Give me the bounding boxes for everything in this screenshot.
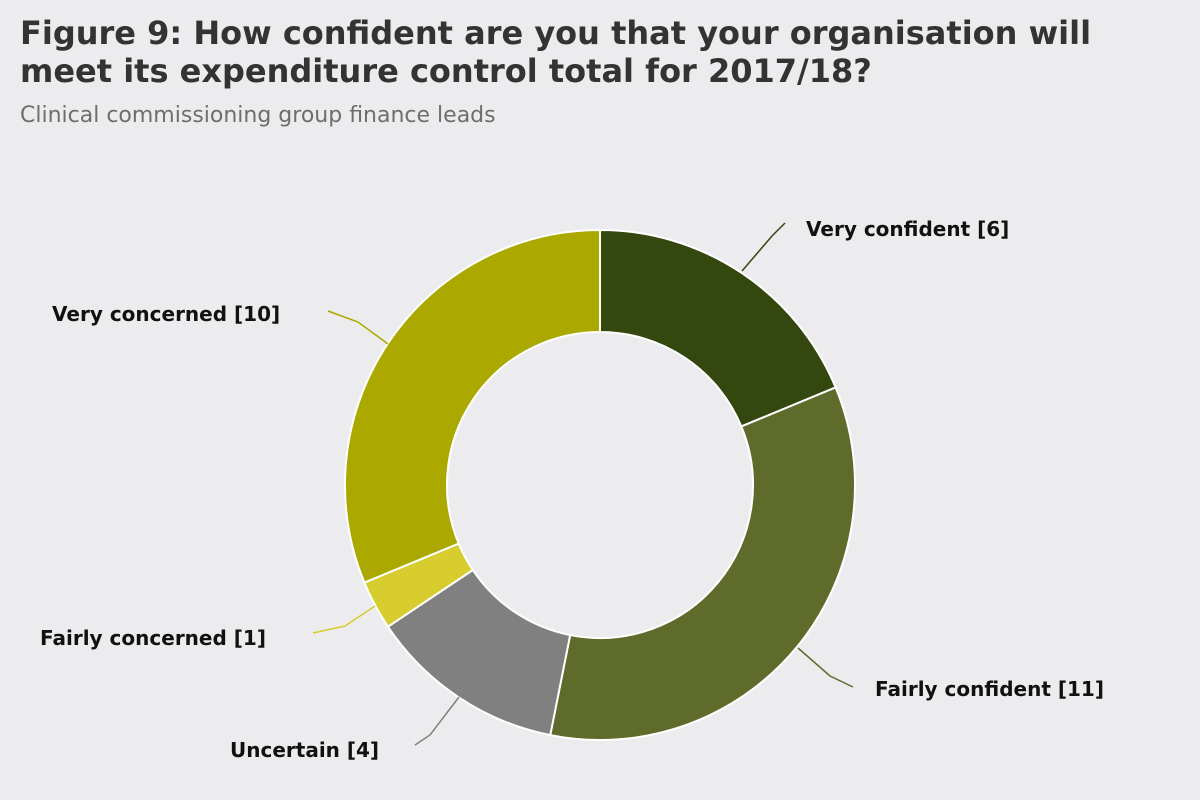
leader-line-fairly-concerned: [312, 605, 376, 634]
data-label-fairly-confident: Fairly confident [11]: [875, 677, 1104, 701]
chart-title: Figure 9: How confident are you that you…: [20, 14, 1092, 90]
leader-line-very-confident: [741, 222, 786, 272]
slice-fairly-confident: [549, 386, 856, 741]
data-label-very-confident: Very confident [6]: [806, 217, 1009, 241]
leader-line-fairly-confident: [797, 647, 854, 688]
leader-line-uncertain: [414, 696, 460, 746]
slice-very-confident: [599, 228, 837, 428]
data-label-fairly-concerned: Fairly concerned [1]: [40, 626, 266, 650]
leader-line-very-concerned: [327, 310, 389, 345]
data-label-uncertain: Uncertain [4]: [230, 738, 379, 762]
data-label-very-concerned: Very concerned [10]: [52, 302, 280, 326]
chart-subtitle: Clinical commissioning group finance lea…: [20, 103, 496, 128]
slice-very-concerned: [344, 228, 601, 584]
